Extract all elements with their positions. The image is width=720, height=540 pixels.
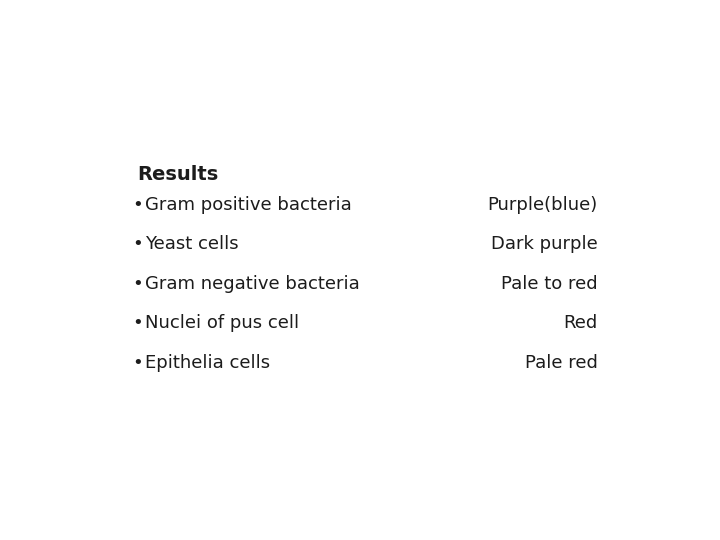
- Text: Purple(blue): Purple(blue): [487, 196, 598, 214]
- Text: •: •: [132, 314, 143, 332]
- Text: Pale to red: Pale to red: [501, 275, 598, 293]
- Text: Epithelia cells: Epithelia cells: [145, 354, 270, 372]
- Text: ……………………………………………: ……………………………………………: [145, 196, 720, 214]
- Text: Gram positive bacteria: Gram positive bacteria: [145, 196, 351, 214]
- Text: •: •: [132, 354, 143, 372]
- Text: •: •: [132, 275, 143, 293]
- Text: •: •: [132, 196, 143, 214]
- Text: Results: Results: [138, 165, 219, 184]
- Text: Dark purple: Dark purple: [491, 235, 598, 253]
- Text: Pale red: Pale red: [525, 354, 598, 372]
- Text: Red: Red: [564, 314, 598, 332]
- Text: Yeast cells: Yeast cells: [145, 235, 238, 253]
- Text: …………………………………………: …………………………………………: [145, 275, 720, 293]
- Text: Gram negative bacteria: Gram negative bacteria: [145, 275, 359, 293]
- Text: •: •: [132, 235, 143, 253]
- Text: Nuclei of pus cell: Nuclei of pus cell: [145, 314, 299, 332]
- Text: ……………………………………………………: ……………………………………………………: [145, 354, 720, 372]
- Text: ………………………………………………: ………………………………………………: [145, 314, 720, 332]
- Text: ………………………………………………………: ………………………………………………………: [145, 235, 720, 253]
